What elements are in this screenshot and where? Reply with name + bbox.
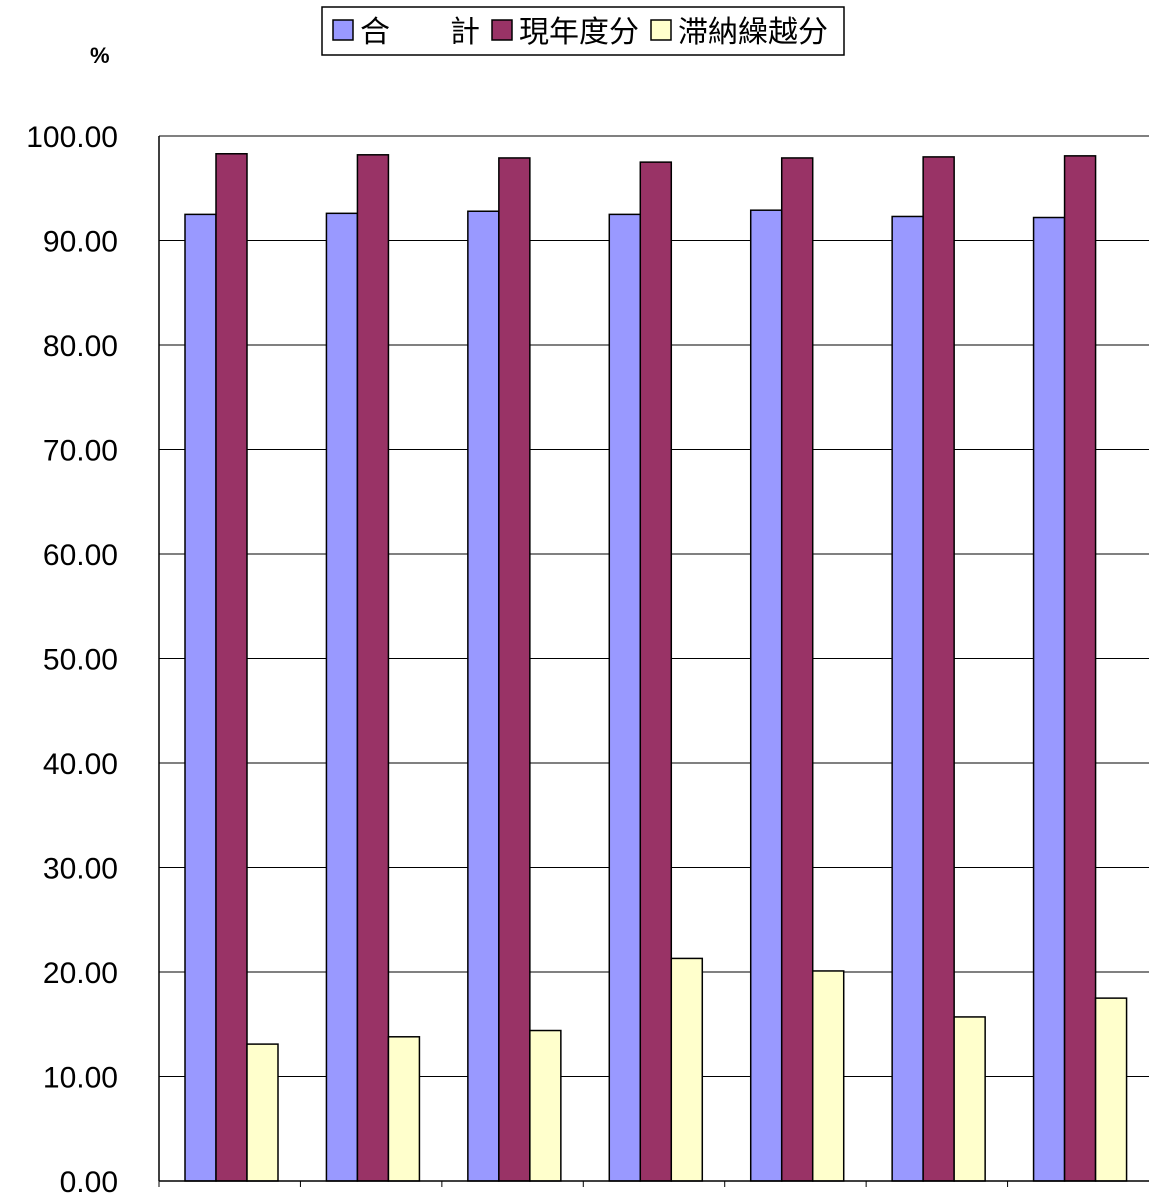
bar [891,215,924,1182]
y-tick-label: 90.00 [43,226,118,259]
bar [184,213,217,1182]
legend-box [321,6,845,56]
bar [467,210,500,1182]
legend-swatch [491,19,513,41]
legend-label: 滞納繰越分 [678,15,828,50]
y-tick-label: 10.00 [43,1062,118,1095]
y-tick-label: 80.00 [43,330,118,363]
bar [498,157,531,1182]
y-tick-label: 70.00 [43,435,118,468]
legend: 合 計 現年度分 滞納繰越分 [321,6,845,56]
y-tick-label: 50.00 [43,644,118,677]
bar [325,212,359,1182]
bar [670,957,704,1182]
bar [215,153,248,1182]
bar [922,156,955,1182]
bar [811,970,845,1182]
bar [749,209,783,1182]
legend-label: 現年度分 [519,15,639,50]
bar [356,154,390,1182]
bar [1094,997,1128,1182]
legend-swatch [650,19,672,41]
axes [158,136,1149,1187]
y-tick-label: 100.00 [26,121,118,154]
legend-label: 合 計 [360,15,480,50]
bar [639,161,673,1182]
y-tick-label: 40.00 [43,748,118,781]
bars [184,153,1128,1182]
bar [387,1036,421,1182]
y-tick-label: 30.00 [43,853,118,886]
bar [780,157,814,1182]
bar [1032,216,1066,1182]
y-tick-label: 60.00 [43,539,118,572]
bar [608,213,642,1182]
legend-swatch [332,19,354,41]
bar [1063,155,1097,1182]
bar [953,1016,986,1182]
y-axis-ticks: 0.00 10.00 20.00 30.00 40.00 50.00 60.00 70.00 8… [26,121,118,1199]
y-tick-label: 20.00 [43,957,118,990]
y-tick-label: 0.00 [60,1166,118,1199]
bar [246,1043,279,1182]
bar [529,1029,562,1182]
y-axis-unit-label: % [90,43,110,68]
